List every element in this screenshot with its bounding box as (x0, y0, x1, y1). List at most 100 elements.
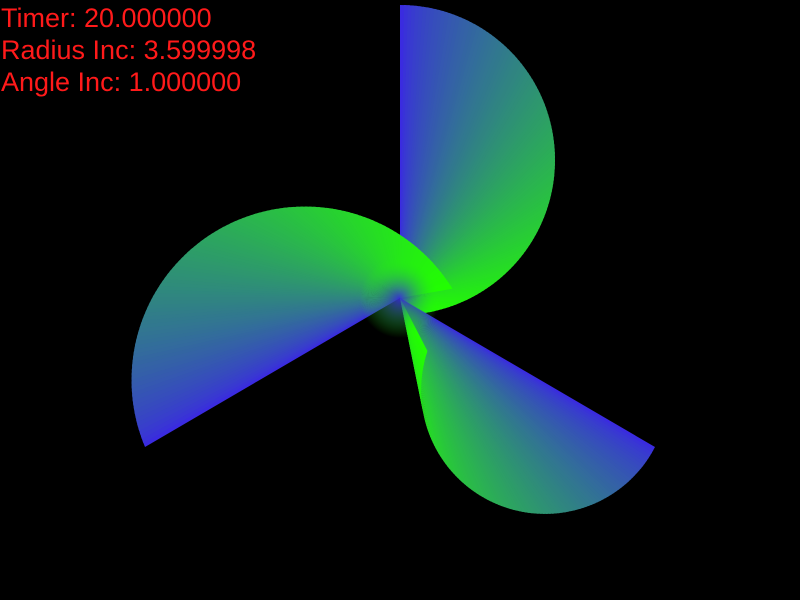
swirl-wedge (400, 298, 459, 479)
swirl-wedge (400, 298, 561, 514)
swirl-wedge (133, 298, 400, 415)
swirl-wedge (400, 298, 518, 511)
angle-inc-readout: Angle Inc: 1.000000 (1, 67, 242, 97)
swirl-wedge (400, 95, 544, 298)
swirl-wedge (400, 298, 423, 406)
swirl-wedge (400, 291, 482, 298)
swirl-wedge (133, 298, 400, 354)
swirl-wedge (400, 298, 527, 513)
swirl-wedge (245, 214, 400, 298)
swirl-wedge (391, 229, 400, 298)
swirl-wedge (400, 298, 533, 514)
swirl-wedge (400, 278, 501, 298)
swirl-wedge (132, 298, 400, 363)
swirl-wedge (400, 125, 553, 298)
swirl-wedge (400, 144, 555, 298)
swirl-wedge (400, 298, 536, 514)
swirl-wedge (359, 215, 400, 298)
swirl-wedge (221, 224, 400, 298)
swirl-wedge (400, 72, 532, 299)
swirl-wedge (400, 167, 555, 298)
swirl-wedge (400, 240, 533, 298)
swirl-wedge (131, 298, 400, 389)
swirl-wedge (400, 298, 515, 510)
swirl-wedge (400, 163, 555, 298)
swirl-wedge (400, 298, 424, 415)
swirl-wedge (261, 210, 400, 298)
swirl-wedge (400, 78, 536, 298)
swirl-wedge (400, 298, 481, 496)
swirl-wedge (241, 216, 400, 298)
swirl-wedge (400, 298, 604, 502)
swirl-wedge (400, 155, 555, 298)
swirl-wedge (132, 298, 400, 402)
swirl-wedge (400, 178, 554, 298)
swirl-wedge (400, 298, 478, 495)
swirl-wedge (400, 298, 512, 510)
swirl-wedge (400, 298, 509, 509)
swirl-wedge (400, 298, 564, 514)
swirl-wedge (400, 298, 632, 483)
swirl-wedge (400, 298, 599, 504)
swirl-wedge (400, 298, 545, 514)
swirl-wedge (400, 69, 530, 298)
swirl-wedge (131, 298, 400, 385)
swirl-wedge (400, 298, 570, 513)
swirl-wedge (400, 298, 593, 507)
swirl-wedge (400, 298, 489, 501)
swirl-wedge (379, 223, 400, 298)
swirl-wedge (400, 298, 579, 511)
swirl-wedge (400, 106, 548, 298)
swirl-wedge (400, 298, 582, 510)
swirl-wedge (400, 298, 447, 465)
swirl-wedge (400, 75, 534, 298)
swirl-wedge (138, 298, 400, 333)
swirl-wedge (400, 298, 554, 514)
swirl-wedge (400, 289, 485, 298)
swirl-wedge (304, 206, 400, 298)
swirl-wedge (400, 280, 498, 298)
swirl-wedge (136, 298, 400, 338)
swirl-wedge (400, 298, 497, 505)
swirl-wedge (400, 110, 549, 298)
swirl-wedge (400, 298, 610, 499)
swirl-wedge (146, 298, 400, 309)
swirl-wedge (214, 228, 400, 298)
swirl-wedge (400, 170, 555, 298)
blade-top (400, 5, 555, 314)
radius-inc-readout: Radius Inc: 3.599998 (1, 35, 257, 65)
swirl-wedge (131, 298, 400, 393)
swirl-wedge (229, 220, 400, 298)
swirl-wedge (400, 298, 636, 479)
swirl-wedge (400, 298, 640, 474)
swirl-wedge (400, 132, 554, 298)
swirl-wedge (400, 60, 523, 298)
swirl-wedge (400, 298, 558, 514)
swirl-wedge (400, 298, 627, 487)
swirl-wedge (233, 219, 400, 298)
swirl-wedge (400, 298, 422, 394)
swirl-wedge (400, 117, 551, 298)
swirl-wedge (400, 128, 553, 298)
swirl-wedge (400, 182, 554, 298)
debug-overlay: Timer: 20.000000 Radius Inc: 3.599998 An… (1, 2, 256, 98)
swirl-wedge (400, 298, 596, 505)
swirl-wedge (400, 159, 555, 298)
swirl-wedge (400, 298, 642, 472)
swirl-wedge (218, 226, 400, 298)
swirl-wedge (400, 273, 507, 298)
swirl-wedge (400, 287, 489, 298)
swirl-wedge (400, 298, 615, 496)
swirl-wedge (139, 298, 400, 439)
swirl-wedge (400, 298, 521, 512)
swirl-wedge (142, 298, 400, 321)
swirl-wedge (400, 298, 551, 514)
swirl-wedge (400, 256, 522, 298)
swirl-wedge (400, 298, 612, 497)
swirl-wedge (249, 213, 400, 298)
swirl-wedge (400, 102, 547, 299)
swirl-wedge (355, 214, 400, 298)
swirl-wedge (139, 298, 401, 329)
swirl-wedge (400, 275, 504, 298)
swirl-wedge (138, 298, 400, 435)
